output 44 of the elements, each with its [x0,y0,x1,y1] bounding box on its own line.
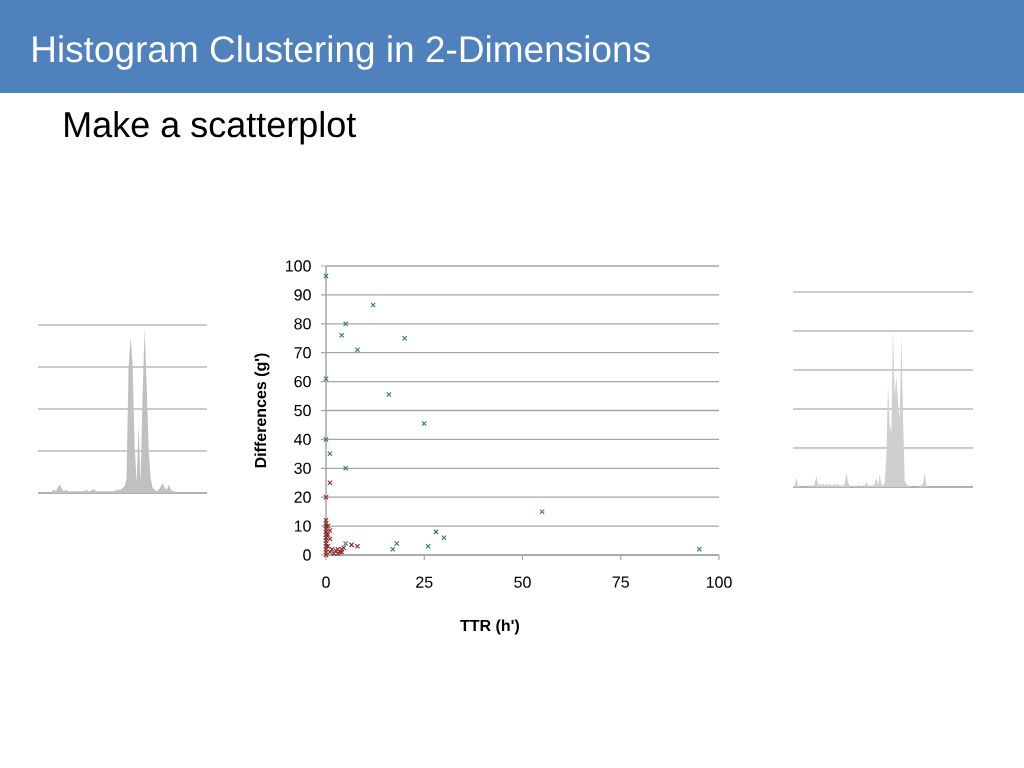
y-tick-label: 60 [294,375,311,388]
point [323,494,329,500]
point [354,347,361,353]
point [421,420,427,427]
point [323,436,329,443]
point [394,540,400,547]
point [433,529,439,535]
point [323,376,329,382]
point [370,302,376,308]
x-tick-label: 100 [706,576,732,588]
point [386,391,392,398]
point [425,543,431,549]
point [441,534,447,541]
y-tick-label: 20 [294,491,311,503]
y-tick-label: 70 [294,347,311,359]
point [323,273,329,279]
point [327,536,333,542]
y-tick-label: 100 [286,260,311,272]
point [539,508,545,515]
point [327,451,333,457]
point [342,465,349,471]
x-tick-label: 25 [416,576,433,588]
point [390,546,396,552]
y-tick-label: 0 [303,549,311,561]
y-tick-label: 80 [294,318,311,330]
x-tick-label: 50 [514,576,531,588]
point [339,332,345,339]
y-tick-label: 10 [294,520,311,532]
chart-subtitle: Make a scatterplot [65,110,357,145]
point [327,480,333,486]
x-tick-label: 0 [322,576,330,588]
y-tick-label: 50 [294,404,311,417]
y-tick-label: 30 [294,462,311,474]
point [342,540,349,547]
point [342,321,349,327]
y-axis-title: Differences (g') [254,353,270,468]
point [401,335,408,341]
x-axis-title: TTR (h') [460,619,519,635]
x-tick-label: 75 [612,576,629,588]
y-tick-label: 40 [294,433,311,446]
point [696,546,703,552]
y-tick-label: 90 [294,289,311,301]
chart-title: Histogram Clustering in 2-Dimensions [33,35,650,70]
point [327,527,333,534]
